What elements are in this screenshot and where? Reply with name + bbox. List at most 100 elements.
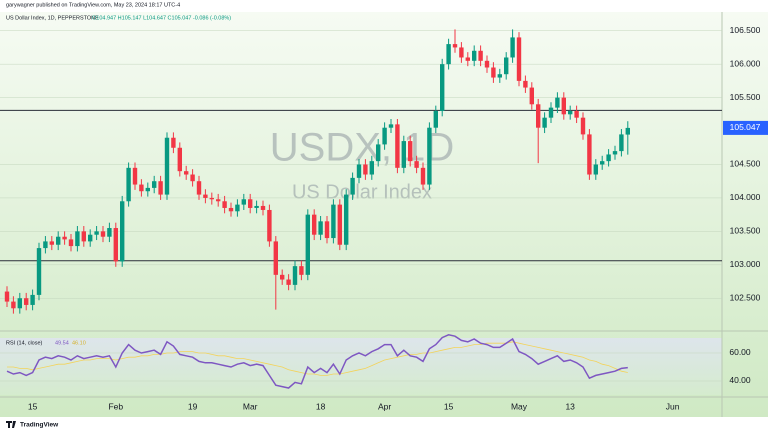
header-bar (0, 0, 768, 12)
candle-body (49, 241, 54, 245)
candle-body (536, 104, 541, 128)
candle-body (196, 181, 202, 195)
candle-body (107, 228, 112, 237)
candle-body (587, 134, 592, 175)
candle-body (216, 199, 221, 202)
candle-body (81, 231, 86, 242)
candle-body (164, 137, 170, 195)
x-tick-label: Feb (108, 401, 123, 411)
candle-body (580, 117, 586, 135)
x-tick-label: 19 (188, 401, 198, 411)
watermark-subtitle: US Dollar Index (292, 181, 432, 203)
candle-body (363, 164, 368, 175)
legend-symbol: US Dollar Index, 1D, PEPPERSTONE (6, 15, 99, 21)
last-price-box (723, 120, 768, 135)
candle-body (120, 201, 125, 262)
candle-body (273, 241, 278, 275)
rsi-tick-label: 60.00 (729, 347, 751, 357)
candle-body (529, 87, 534, 105)
watermark: USDX, 1D (270, 126, 455, 170)
candle-body (523, 80, 528, 88)
candle-body (209, 197, 214, 200)
rsi-legend-value: 49.54 (55, 340, 69, 346)
plot (0, 29, 722, 389)
candle-body (555, 97, 560, 108)
candle-body (356, 164, 362, 178)
candle-body (408, 141, 413, 162)
candle-body (401, 141, 406, 168)
candle-body (145, 187, 150, 192)
candle-body (414, 161, 419, 168)
candle-body (542, 117, 547, 128)
candle-body (88, 234, 93, 242)
footer-logo (6, 421, 16, 428)
x-tick-label: May (511, 401, 528, 411)
candle-body (382, 127, 387, 145)
candle-body (113, 228, 118, 262)
candle-body (497, 74, 502, 78)
candle-body (139, 184, 144, 192)
x-tick-label: 13 (565, 401, 575, 411)
candle-body (324, 221, 330, 239)
candle-body (171, 137, 176, 148)
candle-body (228, 207, 234, 212)
x-tick-label: 18 (316, 401, 326, 411)
candle-body (126, 167, 131, 202)
candle-body (17, 298, 22, 309)
candle-body (158, 181, 163, 195)
header-text: garywagner published on TradingView.com,… (6, 2, 180, 8)
candle-body (286, 279, 291, 285)
candle-body (190, 174, 195, 182)
y-tick-label: 102.500 (730, 292, 761, 302)
candle-body (260, 205, 266, 210)
candle-body (510, 37, 515, 58)
rsi-line (6, 334, 628, 389)
x-tick-label: Apr (378, 401, 391, 411)
candle-body (606, 154, 611, 162)
candle-body (600, 161, 605, 165)
candle-body (433, 110, 438, 128)
candle-body (548, 107, 554, 118)
y-tick-label: 106.000 (730, 58, 761, 68)
candle-body (350, 177, 355, 195)
candle-body (36, 248, 42, 295)
candle-body (94, 231, 99, 235)
candle-body (504, 57, 509, 75)
legend-ohlc: O104.947 H105.147 L104.647 C105.047 -0.0… (92, 15, 231, 21)
rsi-tick-label: 40.00 (729, 375, 751, 385)
rsi-background (0, 338, 722, 395)
candle-body (491, 67, 496, 78)
candle-body (254, 205, 259, 208)
candle-body (248, 199, 253, 208)
candle-body (395, 124, 400, 168)
candle-body (484, 60, 490, 68)
candle-body (612, 151, 618, 155)
candle-body (516, 37, 522, 81)
candle-body (11, 301, 16, 309)
candle-body (478, 50, 483, 61)
candle-body (267, 209, 272, 242)
y-tick-label: 103.000 (730, 259, 761, 269)
candle-body (235, 204, 240, 212)
candle-body (68, 239, 74, 247)
candle-body (241, 199, 246, 205)
candle-body (593, 164, 598, 175)
candle-body (331, 204, 336, 239)
candle-body (222, 201, 227, 208)
candle-body (152, 181, 157, 188)
candle-body (132, 167, 138, 185)
x-tick-label: Jun (666, 401, 680, 411)
x-tick-label: 15 (28, 401, 38, 411)
candle-body (56, 236, 61, 245)
candle-body (203, 194, 208, 198)
y-tick-label: 105.500 (730, 92, 761, 102)
candle-body (43, 241, 48, 249)
candle-body (388, 124, 394, 128)
footer-bar (0, 417, 768, 432)
x-tick-label: Mar (243, 401, 258, 411)
candle-body (24, 298, 29, 305)
candle-body (574, 110, 579, 118)
candle-body (337, 204, 342, 245)
candle-body (75, 231, 80, 247)
